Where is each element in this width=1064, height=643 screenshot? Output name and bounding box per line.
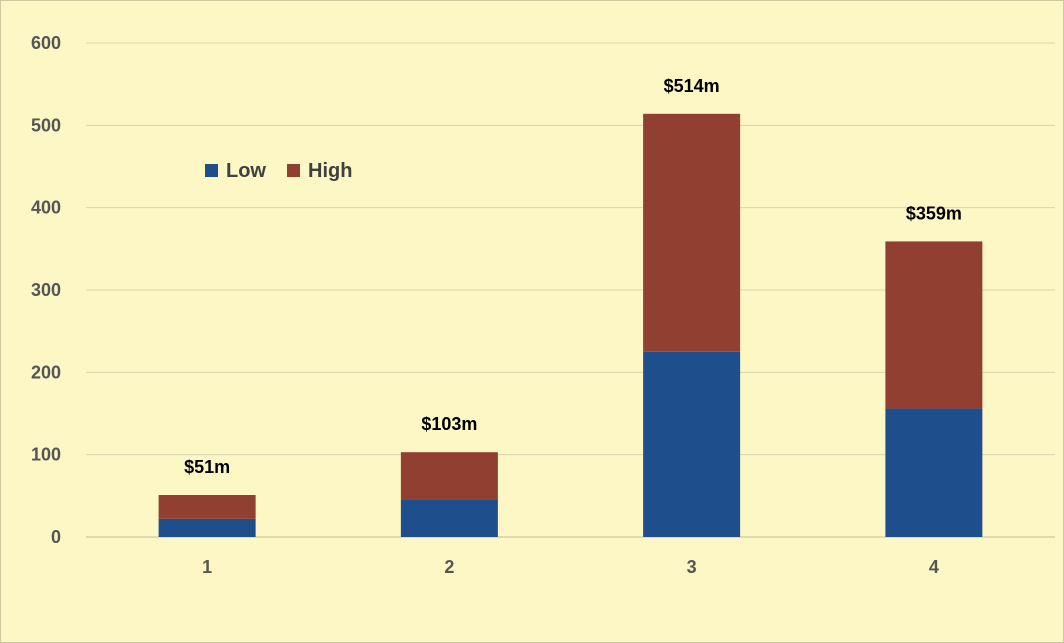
y-tick-label: 100: [31, 445, 61, 465]
y-tick-label: 0: [51, 527, 61, 547]
y-tick-label: 500: [31, 115, 61, 135]
bar-high-2: [400, 452, 498, 500]
legend-label-high: High: [308, 160, 352, 182]
data-label: $359m: [906, 203, 962, 223]
bars: [158, 113, 983, 537]
legend-swatch-low: [205, 164, 218, 177]
x-tick-label: 1: [202, 557, 212, 577]
legend: Low High: [205, 160, 352, 182]
y-axis-ticks: 0 100 200 300 400 500 600: [31, 33, 61, 547]
x-tick-label: 2: [444, 557, 454, 577]
bar-high-4: [885, 241, 983, 409]
data-labels: $51m $103m $514m $359m: [184, 76, 962, 477]
bar-low-1: [158, 518, 256, 537]
legend-swatch-high: [287, 164, 300, 177]
bar-high-3: [643, 113, 741, 352]
bar-low-3: [643, 351, 741, 537]
x-tick-label: 3: [687, 557, 697, 577]
bar-low-2: [400, 499, 498, 537]
y-tick-label: 300: [31, 280, 61, 300]
x-axis-ticks: 1 2 3 4: [202, 557, 939, 577]
legend-label-low: Low: [226, 160, 266, 182]
y-tick-label: 400: [31, 198, 61, 218]
bar-low-4: [885, 408, 983, 537]
x-tick-label: 4: [929, 557, 939, 577]
y-tick-label: 200: [31, 362, 61, 382]
data-label: $51m: [184, 457, 230, 477]
y-tick-label: 600: [31, 33, 61, 53]
bar-high-1: [158, 495, 256, 519]
data-label: $103m: [421, 414, 477, 434]
data-label: $514m: [664, 76, 720, 96]
